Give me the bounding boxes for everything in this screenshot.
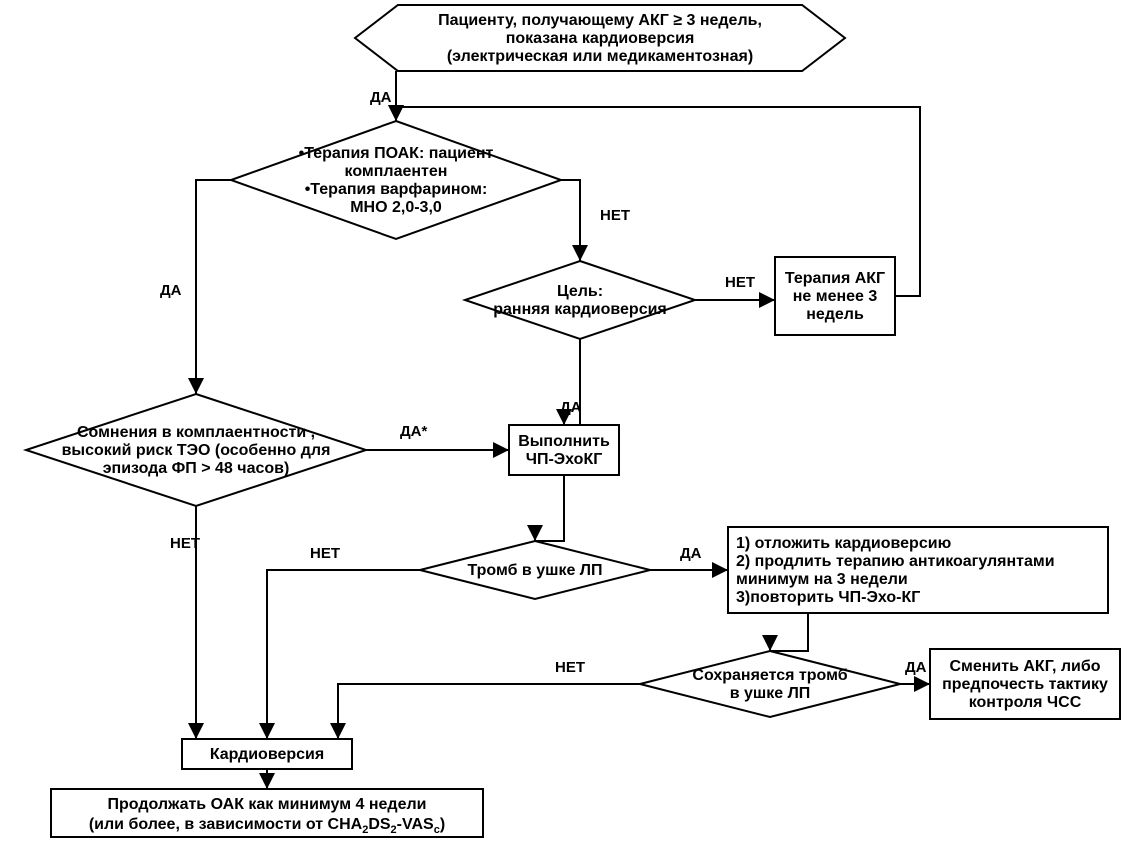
edge-e9 [535,475,564,541]
edge-e12 [770,613,808,651]
svg-text:Продолжать ОАК как минимум 4 н: Продолжать ОАК как минимум 4 недели [108,796,427,813]
node-text: Выполнить [518,433,610,450]
node-text: показана кардиоверсия [506,30,695,47]
edge-e5_loop [396,107,920,296]
node-thrombus1: Тромб в ушке ЛП [420,541,650,599]
node-tee: ВыполнитьЧП-ЭхоКГ [509,425,619,475]
edge-e2 [196,180,231,394]
node-text: Сомнения в комплаентности , [77,424,315,441]
node-text: Кардиоверсия [210,746,324,763]
node-text: ЧП-ЭхоКГ [526,451,603,468]
edge-label: ДА [160,282,182,299]
edge-label: ДА [370,89,392,106]
node-continue: Продолжать ОАК как минимум 4 недели (или … [51,789,483,837]
edge-label: ДА* [400,423,428,440]
node-text: в ушке ЛП [730,685,811,702]
node-switch: Сменить АКГ, либопредпочесть тактикуконт… [930,649,1120,719]
edge-label: НЕТ [170,535,200,552]
node-text: высокий риск ТЭО (особенно для [62,442,331,459]
node-postpone: 1) отложить кардиоверсию2) продлить тера… [728,527,1108,613]
node-text: МНО 2,0-3,0 [350,199,442,216]
edge-label: НЕТ [725,274,755,291]
node-text: Цель: [557,283,603,300]
node-text: 1) отложить кардиоверсию [736,535,952,552]
node-text: предпочесть тактику [942,676,1108,693]
node-text: (электрическая или медикаментозная) [447,48,753,65]
edge-label: НЕТ [555,659,585,676]
edge-e14 [338,684,640,739]
node-text: комплаентен [345,163,448,180]
node-cardioversion: Кардиоверсия [182,739,352,769]
node-akg3w: Терапия АКГне менее 3недель [775,257,895,335]
node-text: Терапия АКГ [785,270,885,287]
node-text: •Терапия варфарином: [305,181,488,198]
node-text: Пациенту, получающему АКГ ≥ 3 недель, [438,12,762,29]
edge-e11 [267,570,420,739]
edge-e3 [561,180,580,261]
node-text: Сохраняется тромб [692,667,847,684]
node-therapy_check: •Терапия ПОАК: пациенткомплаентен•Терапи… [231,121,561,239]
node-start: Пациенту, получающему АКГ ≥ 3 недель,пок… [355,5,845,71]
edge-label: НЕТ [600,207,630,224]
node-thrombus2: Сохраняется тромбв ушке ЛП [640,651,900,717]
node-text: Сменить АКГ, либо [949,658,1100,675]
node-text: эпизода ФП > 48 часов) [103,460,290,477]
node-doubts: Сомнения в комплаентности ,высокий риск … [26,394,366,506]
edge-label: ДА [905,659,927,676]
node-text: •Терапия ПОАК: пациент [299,145,494,162]
node-text: контроля ЧСС [969,694,1082,711]
node-goal: Цель:ранняя кардиоверсия [465,261,695,339]
node-text: не менее 3 [793,288,878,305]
svg-text:(или более, в зависимости от C: (или более, в зависимости от CHA2DS2-VAS… [89,816,445,836]
node-text: Тромб в ушке ЛП [467,562,602,579]
node-text: 2) продлить терапию антикоагулянтами [736,553,1055,570]
edge-label: ДА [560,399,582,416]
edge-label: ДА [680,545,702,562]
flowchart: Пациенту, получающему АКГ ≥ 3 недель,пок… [0,0,1135,845]
node-text: 3)повторить ЧП-Эхо-КГ [736,589,920,606]
node-text: недель [806,306,864,323]
node-text: ранняя кардиоверсия [493,301,667,318]
node-text: минимум на 3 недели [736,571,908,588]
edge-label: НЕТ [310,545,340,562]
